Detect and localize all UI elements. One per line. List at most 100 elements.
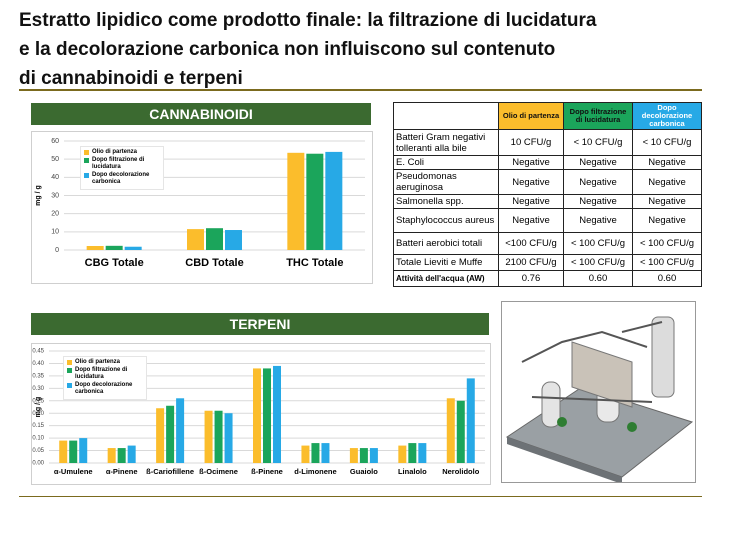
x-tick-label: d-Limonene: [294, 467, 337, 476]
equipment-image: [501, 301, 696, 484]
legend: Olio di partenza Dopo filtrazione di luci…: [80, 146, 164, 190]
legend-swatch: [67, 383, 72, 388]
x-tick-label: Nerolidolo: [442, 467, 480, 476]
panel: [571, 341, 633, 408]
x-tick-label: α-Umulene: [54, 467, 93, 476]
y-tick-label: 60: [51, 138, 59, 145]
legend-label: Dopo decolorazione carbonica: [75, 382, 133, 395]
bar: [79, 438, 88, 463]
table-cell: Negative: [498, 194, 564, 209]
bar: [156, 408, 165, 463]
table-cell: 0.60: [563, 270, 633, 287]
table-cell: 2100 CFU/g: [498, 254, 564, 271]
table-row: Attività dell'acqua (AW) 0.76 0.60 0.60: [393, 270, 702, 287]
legend-item: Olio di partenza: [67, 359, 143, 366]
table-cell: < 10 CFU/g: [632, 129, 702, 156]
y-axis-label: mg / g: [35, 185, 42, 206]
bar: [398, 445, 407, 463]
bar: [359, 448, 368, 463]
bar: [418, 443, 427, 463]
bar: [306, 153, 324, 250]
y-tick-label: 0.40: [32, 361, 44, 367]
table-row: Batteri Gram negativi tolleranti alla bi…: [393, 129, 702, 156]
row-label: Batteri aerobici totali: [393, 232, 499, 255]
column: [651, 316, 675, 398]
table-cell: Negative: [563, 194, 633, 209]
legend-swatch: [84, 150, 89, 155]
legend-label: Olio di partenza: [92, 149, 138, 155]
bar: [166, 405, 175, 463]
bar: [325, 151, 343, 250]
y-axis-label: mg / g: [35, 397, 42, 418]
corner-cell: [393, 102, 499, 130]
y-tick-label: 0.35: [32, 373, 44, 379]
x-tick-label: CBD Totale: [185, 257, 243, 269]
legend-label: Dopo decolorazione carbonica: [92, 172, 150, 185]
legend-label: Olio di partenza: [75, 359, 121, 365]
table-cell: 0.76: [498, 270, 564, 287]
y-tick-label: 30: [51, 192, 59, 199]
bar: [224, 413, 233, 463]
table-row: Pseudomonas aeruginosa Negative Negative Ne…: [393, 169, 702, 195]
y-tick-label: 20: [51, 211, 59, 218]
legend-item: Dopo decolorazione carbonica: [67, 382, 143, 396]
chart: 0 10 20 30 40 50 60 mg / g CBG Totale CBD Totale T…: [31, 131, 373, 284]
equipment-drawing: [505, 316, 694, 484]
table-cell: Negative: [563, 208, 633, 233]
bar: [301, 445, 310, 463]
x-tick-label: CBG Totale: [85, 257, 144, 269]
bar: [263, 368, 271, 463]
table-cell: 10 CFU/g: [498, 129, 564, 156]
tank: [541, 381, 561, 428]
y-tick-label: 0.45: [32, 349, 44, 355]
table-cell: <100 CFU/g: [498, 232, 564, 255]
legend-item: Dopo decolorazione carbonica: [84, 172, 160, 186]
bar: [59, 440, 68, 463]
bar: [204, 410, 213, 463]
bar: [105, 245, 123, 250]
header-row: Olio di partenza Dopo filtrazione di luci…: [393, 102, 702, 130]
y-tick-label: 0.00: [32, 461, 44, 467]
bar: [321, 443, 330, 463]
legend-swatch: [67, 368, 72, 373]
x-tick-label: α-Pinene: [106, 467, 138, 476]
bar: [127, 445, 136, 463]
bar: [408, 443, 417, 463]
y-tick-label: 0.25: [32, 398, 44, 404]
piping: [521, 321, 663, 403]
bar: [369, 448, 378, 463]
table-cell: Negative: [632, 208, 702, 233]
table-cell: Negative: [498, 155, 564, 170]
row-label: E. Coli: [393, 155, 499, 170]
table-row: Batteri aerobici totali <100 CFU/g < 100 C…: [393, 232, 702, 255]
table-cell: Negative: [563, 155, 633, 170]
table-cell: Negative: [632, 155, 702, 170]
bar: [206, 228, 223, 250]
x-tick-label: ß-Pinene: [251, 467, 283, 476]
row-label: Staphylococcus aureus: [393, 208, 499, 233]
bar: [214, 410, 223, 463]
x-tick-label: THC Totale: [286, 257, 343, 269]
plot: 0.00 0.05 0.10 0.15 0.20 0.25 0.30 0.35 0.40 0.45…: [32, 349, 485, 476]
table-row: Staphylococcus aureus Negative Negative Neg…: [393, 208, 702, 233]
table-cell: Negative: [498, 169, 564, 195]
table-row: Salmonella spp. Negative Negative Negative: [393, 194, 702, 209]
table-cell: 0.60: [632, 270, 702, 287]
bar: [349, 448, 358, 463]
bar: [456, 400, 465, 463]
table-cell: < 100 CFU/g: [632, 232, 702, 255]
bar: [69, 440, 78, 463]
legend-item: Dopo filtrazione di lucidatura: [67, 367, 143, 381]
row-label: Batteri Gram negativi tolleranti alla bi…: [393, 129, 499, 156]
bar: [287, 152, 305, 250]
bar: [225, 230, 242, 250]
row-label: Totale Lieviti e Muffe: [393, 254, 499, 271]
table-cell: Negative: [563, 169, 633, 195]
valve: [627, 422, 637, 432]
chart-title: TERPENI: [31, 313, 489, 335]
divider: [19, 496, 702, 497]
plot: 0 10 20 30 40 50 60 mg / g CBG Totale CBD Totale T…: [35, 138, 365, 269]
bar: [253, 368, 261, 463]
y-tick-label: 0.15: [32, 423, 44, 429]
y-tick-label: 0.10: [32, 436, 44, 442]
